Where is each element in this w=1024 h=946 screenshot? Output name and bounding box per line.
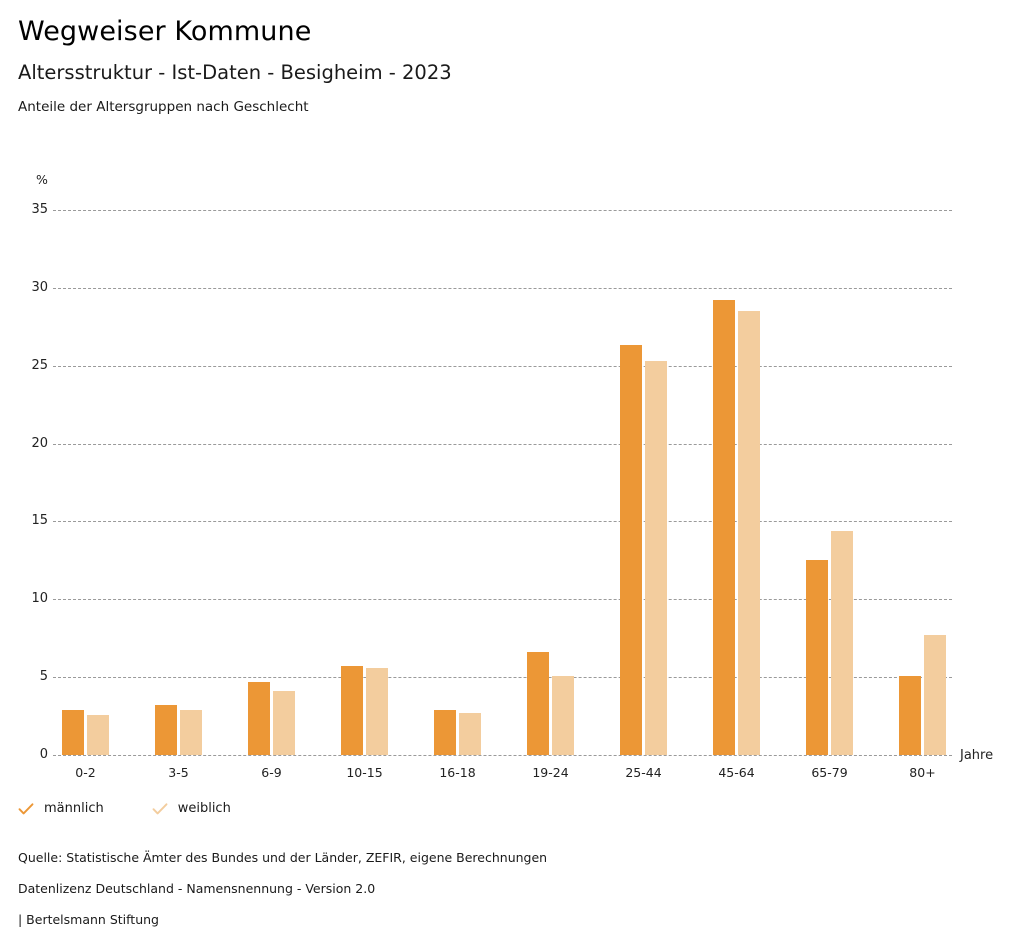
chart-header: Wegweiser Kommune Altersstruktur - Ist-D… [18,14,998,116]
gridline [53,443,952,445]
chart-legend: männlich weiblich [18,802,279,816]
gridline [53,210,952,211]
legend-item-weiblich[interactable]: weiblich [152,802,231,816]
gridline [53,755,952,756]
gridline [53,365,952,367]
y-axis-tick-label: 25 [31,357,48,373]
y-axis-tick-label: 10 [31,591,48,607]
bar-weiblich-80+[interactable] [924,635,946,755]
bar-weiblich-6-9[interactable] [273,691,295,755]
bar-männlich-25-44[interactable] [620,345,642,755]
gridline [53,287,952,289]
gridline [53,677,952,679]
bar-weiblich-16-18[interactable] [459,712,481,755]
bar-männlich-6-9[interactable] [248,681,270,755]
bar-weiblich-19-24[interactable] [552,675,574,755]
bar-weiblich-45-64[interactable] [738,311,760,755]
x-axis-tick-label: 65-79 [811,765,848,780]
x-axis-tick-label: 45-64 [718,765,755,780]
legend-item-label: männlich [44,801,104,816]
bar-männlich-10-15[interactable] [341,666,363,755]
bars-layer [62,300,946,755]
bar-weiblich-0-2[interactable] [87,714,109,755]
x-axis-tick-label: 6-9 [261,765,282,780]
y-axis-tick-label: 15 [31,513,48,529]
gridline [53,521,952,523]
footer-line-3: | Bertelsmann Stiftung [18,912,159,927]
bar-männlich-45-64[interactable] [713,300,735,755]
bar-männlich-16-18[interactable] [434,709,456,755]
x-axis-tick-label: 80+ [909,765,936,780]
legend-item-label: weiblich [177,801,231,816]
x-axis-tick-label: 19-24 [532,765,569,780]
chart-caption: Anteile der Altersgruppen nach Geschlech… [18,99,309,115]
bar-männlich-0-2[interactable] [62,709,84,755]
x-axis-tick-label: 10-15 [346,765,383,780]
footer-line-1: Quelle: Statistische Ämter des Bundes un… [18,850,548,865]
y-axis-unit-label: % [36,172,48,187]
page-title: Wegweiser Kommune [18,16,312,47]
bar-weiblich-10-15[interactable] [366,667,388,755]
footer-line-2: Datenlizenz Deutschland - Namensnennung … [18,881,376,896]
y-axis-tick-label: 30 [31,279,48,295]
bar-männlich-19-24[interactable] [527,652,549,755]
bar-weiblich-65-79[interactable] [831,530,853,755]
x-axis-unit-label: Jahre [960,748,994,763]
x-axis-tick-label: 3-5 [168,765,189,780]
x-axis-tick-label: 0-2 [75,765,96,780]
bar-männlich-80+[interactable] [899,675,921,755]
chart-footer: Quelle: Statistische Ämter des Bundes un… [18,842,978,935]
gridline [53,599,952,601]
bar-weiblich-3-5[interactable] [180,709,202,755]
bar-weiblich-25-44[interactable] [645,361,667,755]
y-axis-tick-label: 0 [39,747,48,762]
chart-subtitle: Altersstruktur - Ist-Daten - Besigheim -… [18,61,452,84]
y-axis-tick-label: 35 [31,202,48,217]
chart-plot-area: % 0 5 10 15 20 25 30 35 0-2 3-5 6-9 10-15 16-18 19-2… [31,172,994,780]
legend-item-männlich[interactable]: männlich [18,802,104,816]
bar-männlich-3-5[interactable] [155,705,177,755]
y-axis-tick-label: 20 [31,435,48,451]
bar-männlich-65-79[interactable] [806,560,828,755]
x-axis-tick-label: 16-18 [439,765,476,780]
y-axis-tick-label: 5 [39,669,48,685]
x-axis-tick-label: 25-44 [625,765,662,780]
check-icon [18,802,34,816]
check-icon [152,802,168,816]
